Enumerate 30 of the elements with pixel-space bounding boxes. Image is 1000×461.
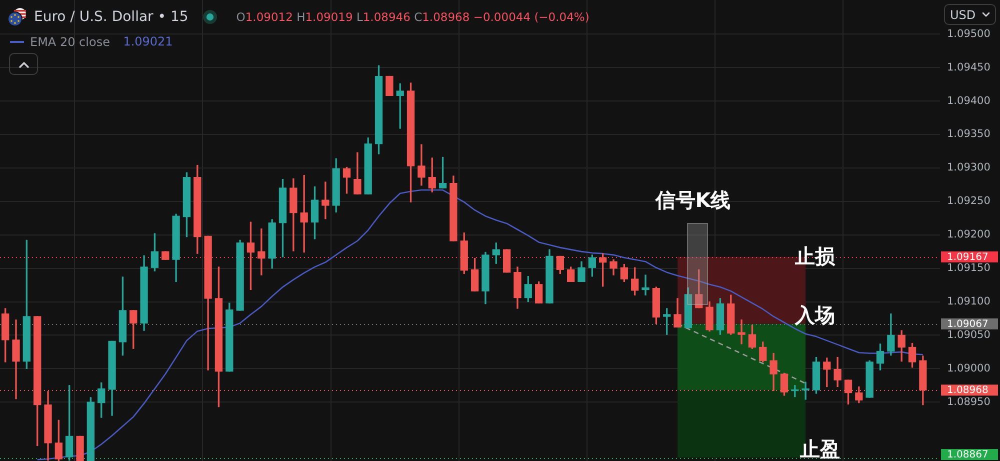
annotation: 止盈	[800, 437, 840, 461]
y-tick-label: 1.09400	[947, 94, 990, 107]
candlestick	[802, 382, 810, 400]
y-tick-label: 1.09200	[947, 228, 990, 241]
y-tick-label: 1.09050	[947, 328, 990, 341]
y-tick-label: 1.09350	[947, 128, 990, 140]
y-tick-label: 1.09150	[947, 262, 990, 274]
annotation: 入场	[795, 303, 835, 327]
y-tick-label: 1.09450	[947, 61, 990, 74]
text: O1.09012 H1.09019 L1.08946 C1.08968 −0.00044 (−0.04%)	[236, 10, 590, 24]
y-tick-label: 1.09000	[947, 362, 990, 374]
y-axis-title: USD	[950, 8, 976, 22]
ref-line-label: 1.09167	[947, 252, 988, 264]
dropdown-button: USD	[944, 4, 996, 25]
candlestick	[322, 182, 330, 220]
y-tick-label: 1.09250	[947, 195, 990, 208]
ref-line-label: 1.09067	[947, 318, 988, 330]
ref-line-label: 1.08968	[947, 385, 988, 396]
text: Euro / U.S. Dollar • 15	[34, 9, 188, 25]
annotation: 止损	[795, 244, 835, 268]
ref-line-label: 1.08867	[947, 450, 988, 461]
annotation: 1.09021	[123, 34, 173, 49]
y-tick-label: 1.09500	[947, 28, 990, 40]
candlestick	[738, 319, 746, 344]
candlestick	[642, 274, 650, 296]
y-tick-label: 1.09100	[947, 295, 990, 308]
y-tick-label: 1.08950	[947, 396, 990, 408]
legend-label: EMA 20 close	[30, 34, 110, 50]
y-tick-label: 1.09300	[947, 162, 990, 174]
annotation: 信号K线	[655, 188, 731, 212]
